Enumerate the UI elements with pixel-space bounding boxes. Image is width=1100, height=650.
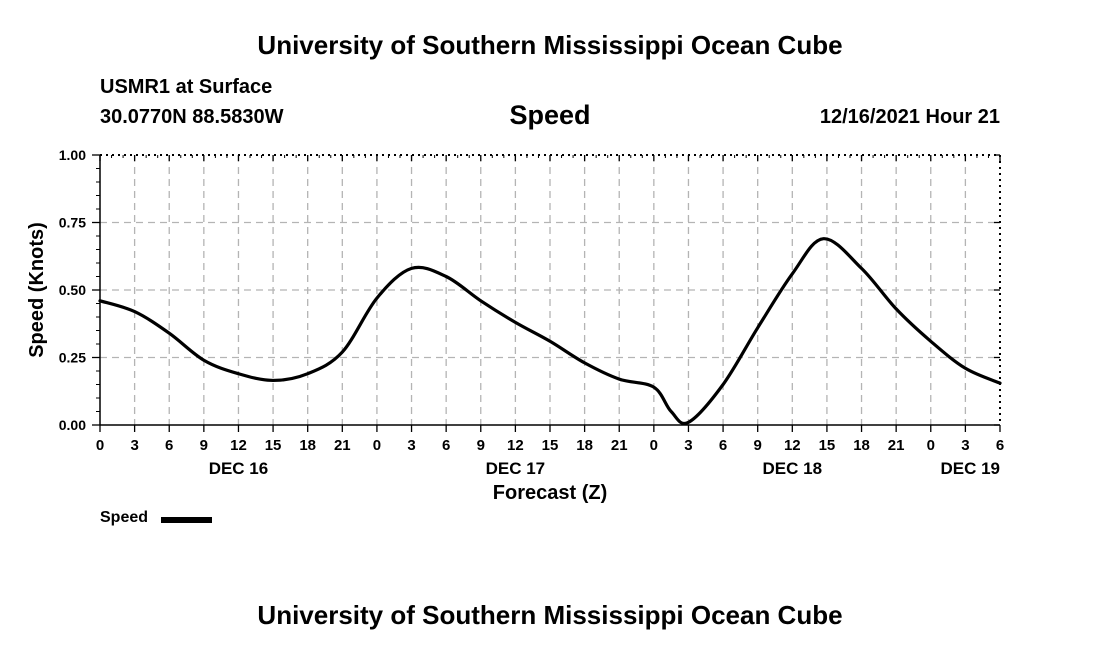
x-tick-label: 6: [442, 437, 450, 454]
x-day-label: DEC 18: [763, 459, 823, 478]
x-tick-label: 9: [200, 437, 208, 454]
x-tick-label: 12: [230, 437, 247, 454]
y-tick-label: 0.25: [59, 350, 86, 366]
x-tick-label: 0: [927, 437, 935, 454]
x-tick-label: 12: [507, 437, 524, 454]
y-tick-label: 0.75: [59, 215, 86, 231]
x-tick-label: 6: [996, 437, 1004, 454]
page-title-top: University of Southern Mississippi Ocean…: [257, 30, 843, 60]
x-tick-label: 0: [650, 437, 658, 454]
speed-series-line: [98, 237, 1002, 425]
x-tick-label: 18: [299, 437, 316, 454]
x-tick-label: 15: [265, 437, 282, 454]
x-tick-label: 18: [853, 437, 870, 454]
page-title-bottom: University of Southern Mississippi Ocean…: [257, 600, 843, 630]
legend-swatch: [161, 517, 212, 523]
x-tick-label: 21: [888, 437, 905, 454]
station-label: USMR1 at Surface: [100, 76, 273, 98]
x-day-label: DEC 16: [209, 459, 269, 478]
x-tick-label: 6: [165, 437, 173, 454]
timestamp-label: 12/16/2021 Hour 21: [819, 106, 1000, 128]
x-tick-label: 3: [130, 437, 138, 454]
x-tick-label: 21: [611, 437, 628, 454]
y-tick-label: 1.00: [59, 147, 86, 163]
x-tick-label: 21: [334, 437, 351, 454]
chart-title: Speed: [509, 100, 591, 130]
x-tick-label: 0: [373, 437, 381, 454]
coordinates-label: 30.0770N 88.5830W: [100, 106, 284, 128]
y-tick-label: 0.00: [59, 417, 86, 433]
x-tick-label: 9: [477, 437, 485, 454]
y-axis-title: Speed (Knots): [26, 222, 48, 358]
x-tick-label: 3: [684, 437, 692, 454]
x-tick-label: 9: [754, 437, 762, 454]
x-tick-label: 6: [719, 437, 727, 454]
x-tick-label: 15: [542, 437, 559, 454]
x-tick-label: 12: [784, 437, 801, 454]
y-tick-label: 0.50: [59, 282, 86, 298]
x-tick-label: 18: [576, 437, 593, 454]
x-day-label: DEC 19: [940, 459, 1000, 478]
legend-label: Speed: [100, 509, 149, 526]
x-axis-title: Forecast (Z): [492, 482, 608, 504]
x-tick-label: 3: [407, 437, 415, 454]
x-day-label: DEC 17: [486, 459, 546, 478]
x-tick-label: 15: [819, 437, 836, 454]
x-tick-label: 3: [961, 437, 969, 454]
x-tick-label: 0: [96, 437, 104, 454]
